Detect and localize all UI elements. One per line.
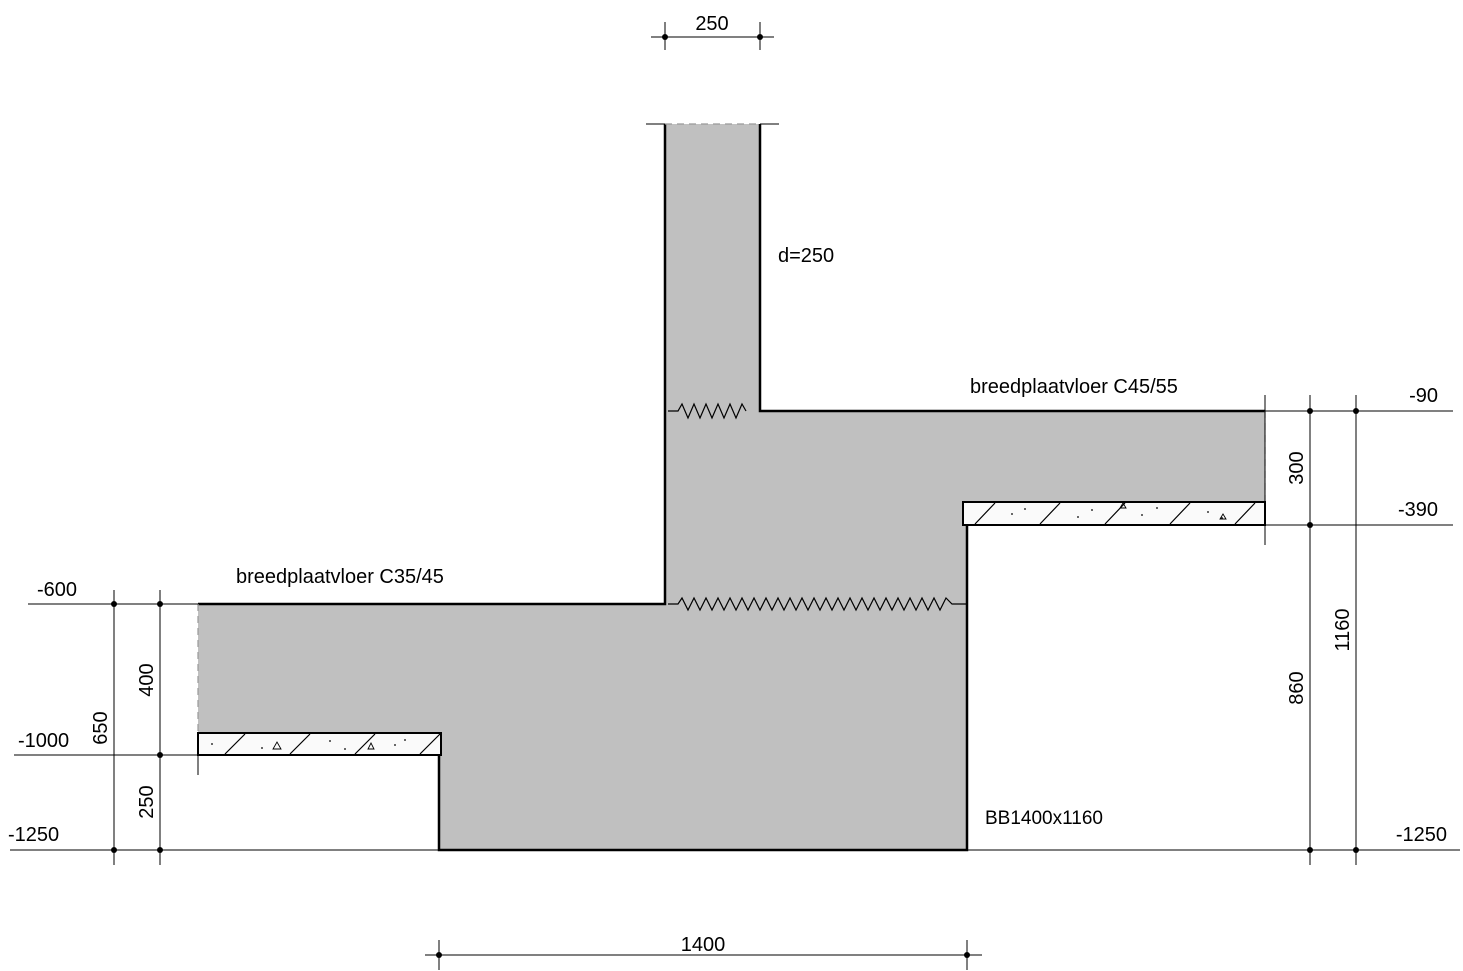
level-left-bottom: -1250 — [8, 824, 59, 846]
dim-left-400: 400 — [136, 663, 158, 696]
joint-zigzag-upper — [668, 402, 747, 420]
wall-right-edge — [758, 124, 1265, 413]
beam-outline — [437, 525, 969, 852]
level-left-mid: -1000 — [18, 730, 69, 752]
concrete-body — [198, 124, 1265, 850]
precast-panel-right — [962, 501, 1266, 526]
dim-bottom-width-text: 1400 — [681, 934, 726, 956]
dim-left-250: 250 — [136, 785, 158, 818]
level-left-top: -600 — [37, 579, 77, 601]
joint-zigzag-lower — [668, 596, 967, 612]
level-right-bottom: -1250 — [1396, 824, 1447, 846]
dim-left-650: 650 — [90, 711, 112, 744]
dim-right-300: 300 — [1286, 451, 1308, 484]
concrete-section — [197, 123, 1266, 852]
dim-top-width: 250 — [651, 13, 774, 50]
label-lower-slab: breedplaatvloer C35/45 — [236, 566, 444, 588]
dim-top-width-text: 250 — [695, 13, 728, 35]
dim-right-860: 860 — [1286, 671, 1308, 704]
level-right-mid: -390 — [1398, 499, 1438, 521]
left-dimensions: 400 250 650 -600 -1000 -1250 — [8, 579, 439, 865]
label-upper-slab: breedplaatvloer C45/55 — [970, 376, 1178, 398]
label-wall-thickness: d=250 — [778, 245, 834, 267]
precast-panel-left — [197, 732, 442, 756]
dim-bottom-width: 1400 — [425, 934, 982, 970]
right-dimensions: 300 860 1160 -90 -390 -1250 — [967, 385, 1460, 865]
level-right-top: -90 — [1409, 385, 1438, 407]
dim-right-1160: 1160 — [1332, 608, 1354, 651]
label-beam: BB1400x1160 — [985, 808, 1103, 829]
wall-left-edge — [198, 124, 667, 606]
